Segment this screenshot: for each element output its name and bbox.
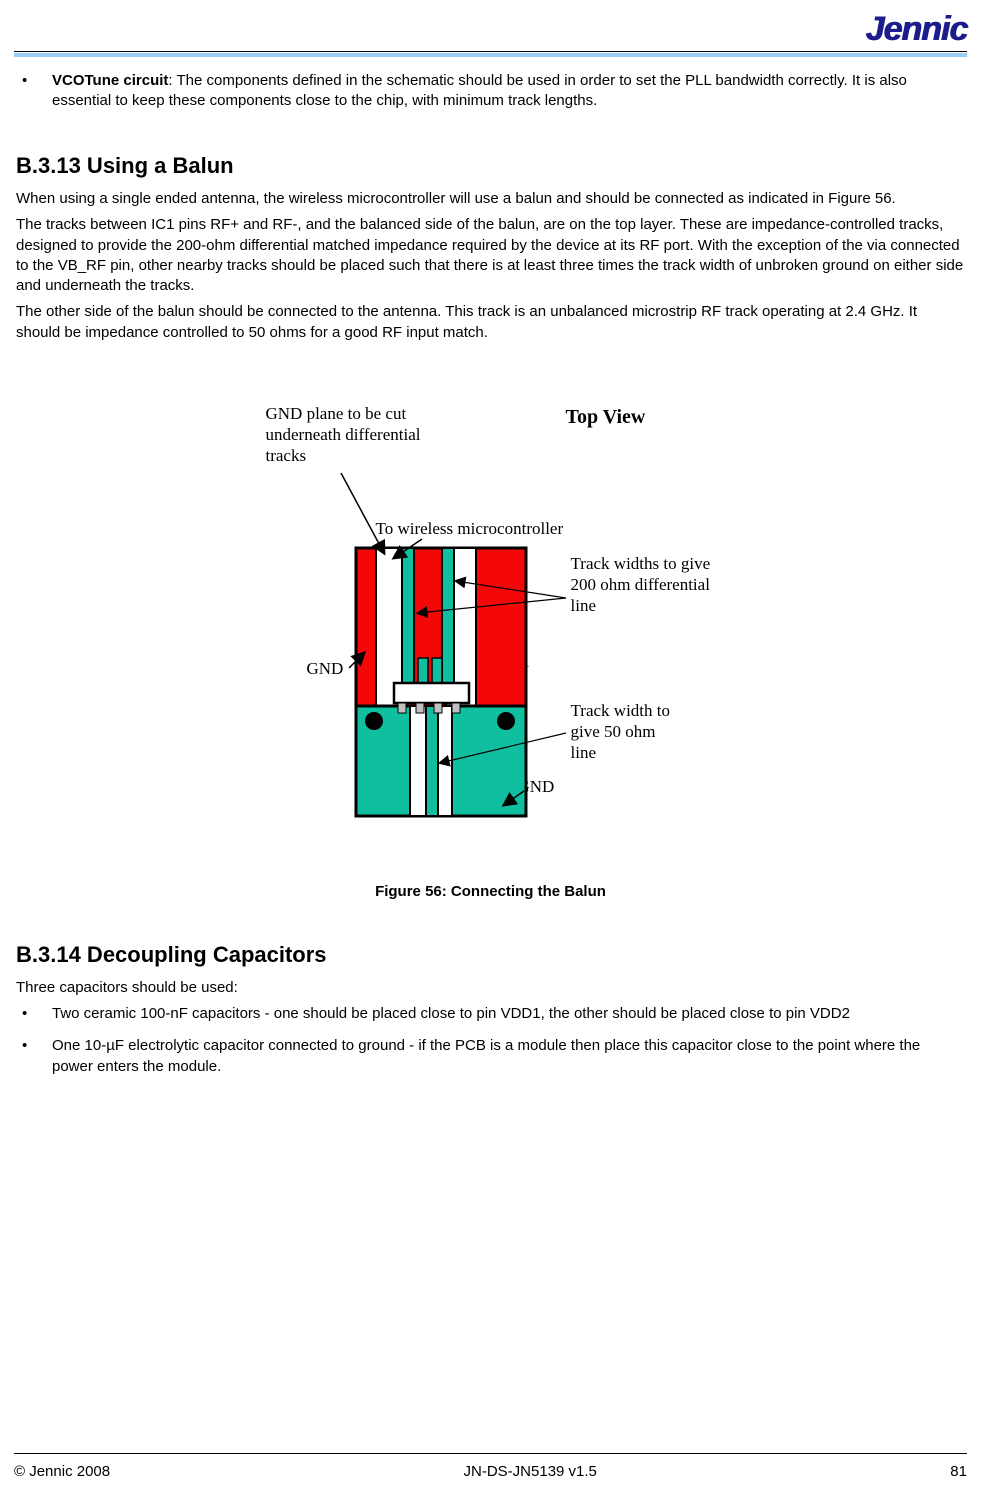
vcotune-label: VCOTune circuit bbox=[52, 72, 168, 89]
balun-diagram bbox=[246, 403, 736, 863]
bullet-marker: • bbox=[22, 1004, 52, 1024]
bullet-marker: • bbox=[22, 71, 52, 112]
heading-b313: B.3.13 Using a Balun bbox=[16, 153, 965, 179]
heading-b314: B.3.14 Decoupling Capacitors bbox=[16, 942, 965, 968]
footer-line bbox=[14, 1453, 967, 1454]
b313-p1: When using a single ended antenna, the w… bbox=[16, 189, 965, 209]
vcotune-bullet: • VCOTune circuit: The components define… bbox=[22, 71, 965, 112]
b313-p2: The tracks between IC1 pins RF+ and RF-,… bbox=[16, 215, 965, 296]
b314-intro: Three capacitors should be used: bbox=[16, 978, 965, 998]
vcotune-text: : The components defined in the schemati… bbox=[52, 72, 907, 109]
b314-b2-text: One 10-µF electrolytic capacitor connect… bbox=[52, 1036, 965, 1077]
b314-bullet-1: • Two ceramic 100-nF capacitors - one sh… bbox=[22, 1004, 965, 1024]
footer-left: © Jennic 2008 bbox=[14, 1463, 110, 1480]
brand-logo: Jennic bbox=[865, 10, 967, 49]
footer-right: 81 bbox=[950, 1463, 967, 1480]
b314-bullet-2: • One 10-µF electrolytic capacitor conne… bbox=[22, 1036, 965, 1077]
b314-b1-text: Two ceramic 100-nF capacitors - one shou… bbox=[52, 1004, 965, 1024]
footer-center: JN-DS-JN5139 v1.5 bbox=[464, 1463, 597, 1480]
figure-caption: Figure 56: Connecting the Balun bbox=[16, 883, 965, 900]
figure-56: GND plane to be cut underneath different… bbox=[246, 403, 736, 863]
b313-p3: The other side of the balun should be co… bbox=[16, 302, 965, 343]
bullet-marker: • bbox=[22, 1036, 52, 1077]
header-accent-line bbox=[14, 53, 967, 57]
